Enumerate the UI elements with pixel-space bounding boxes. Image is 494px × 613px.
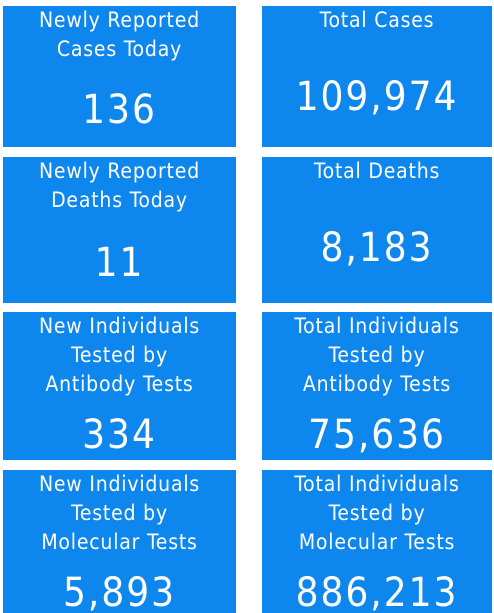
label-line: Total Cases — [319, 8, 435, 32]
stat-tile: Total Individuals Tested by Molecular Test… — [262, 470, 492, 613]
stat-value: 109,974 — [295, 74, 459, 120]
label-line: Newly Reported — [39, 159, 200, 183]
label-line: Newly Reported — [39, 8, 200, 32]
stat-tile: Newly Reported Deaths Today 11 — [3, 157, 236, 303]
stat-label: Total Cases — [262, 6, 492, 35]
label-line: Total Deaths — [313, 159, 441, 183]
stat-tile: Total Deaths 8,183 — [262, 157, 492, 303]
stat-value: 136 — [82, 87, 157, 133]
label-line: Deaths Today — [51, 188, 188, 212]
label-line: Tested by — [328, 501, 426, 525]
stat-value: 11 — [94, 240, 145, 286]
stat-value: 75,636 — [308, 412, 446, 458]
label-line: Antibody Tests — [45, 372, 194, 396]
stat-tile: Total Individuals Tested by Antibody Tests… — [262, 312, 492, 460]
label-line: Molecular Tests — [41, 530, 198, 554]
stat-label: Total Individuals Tested by Molecular Test… — [262, 470, 492, 557]
stat-value: 5,893 — [63, 570, 176, 613]
stat-label: Total Individuals Tested by Antibody Tests — [262, 312, 492, 399]
label-line: Tested by — [328, 343, 426, 367]
stat-label: New Individuals Tested by Molecular Tests — [3, 470, 236, 557]
stat-value: 886,213 — [295, 570, 459, 613]
label-line: New Individuals — [38, 472, 201, 496]
stat-label: New Individuals Tested by Antibody Tests — [3, 312, 236, 399]
label-line: Molecular Tests — [298, 530, 456, 554]
label-line: Cases Today — [56, 37, 183, 61]
stat-value: 8,183 — [320, 225, 434, 271]
stat-value: 334 — [82, 412, 157, 458]
stat-tile: New Individuals Tested by Antibody Tests 33… — [3, 312, 236, 460]
label-line: Tested by — [71, 501, 168, 525]
label-line: Total Individuals — [294, 314, 460, 338]
stat-tile: Newly Reported Cases Today 136 — [3, 6, 236, 147]
label-line: Total Individuals — [294, 472, 460, 496]
stat-tile: New Individuals Tested by Molecular Tests 5… — [3, 470, 236, 613]
label-line: New Individuals — [38, 314, 201, 338]
label-line: Antibody Tests — [302, 372, 452, 396]
stat-label: Newly Reported Cases Today — [3, 6, 236, 64]
stat-label: Total Deaths — [262, 157, 492, 186]
stat-label: Newly Reported Deaths Today — [3, 157, 236, 215]
stat-tile: Total Cases 109,974 — [262, 6, 492, 147]
label-line: Tested by — [71, 343, 168, 367]
